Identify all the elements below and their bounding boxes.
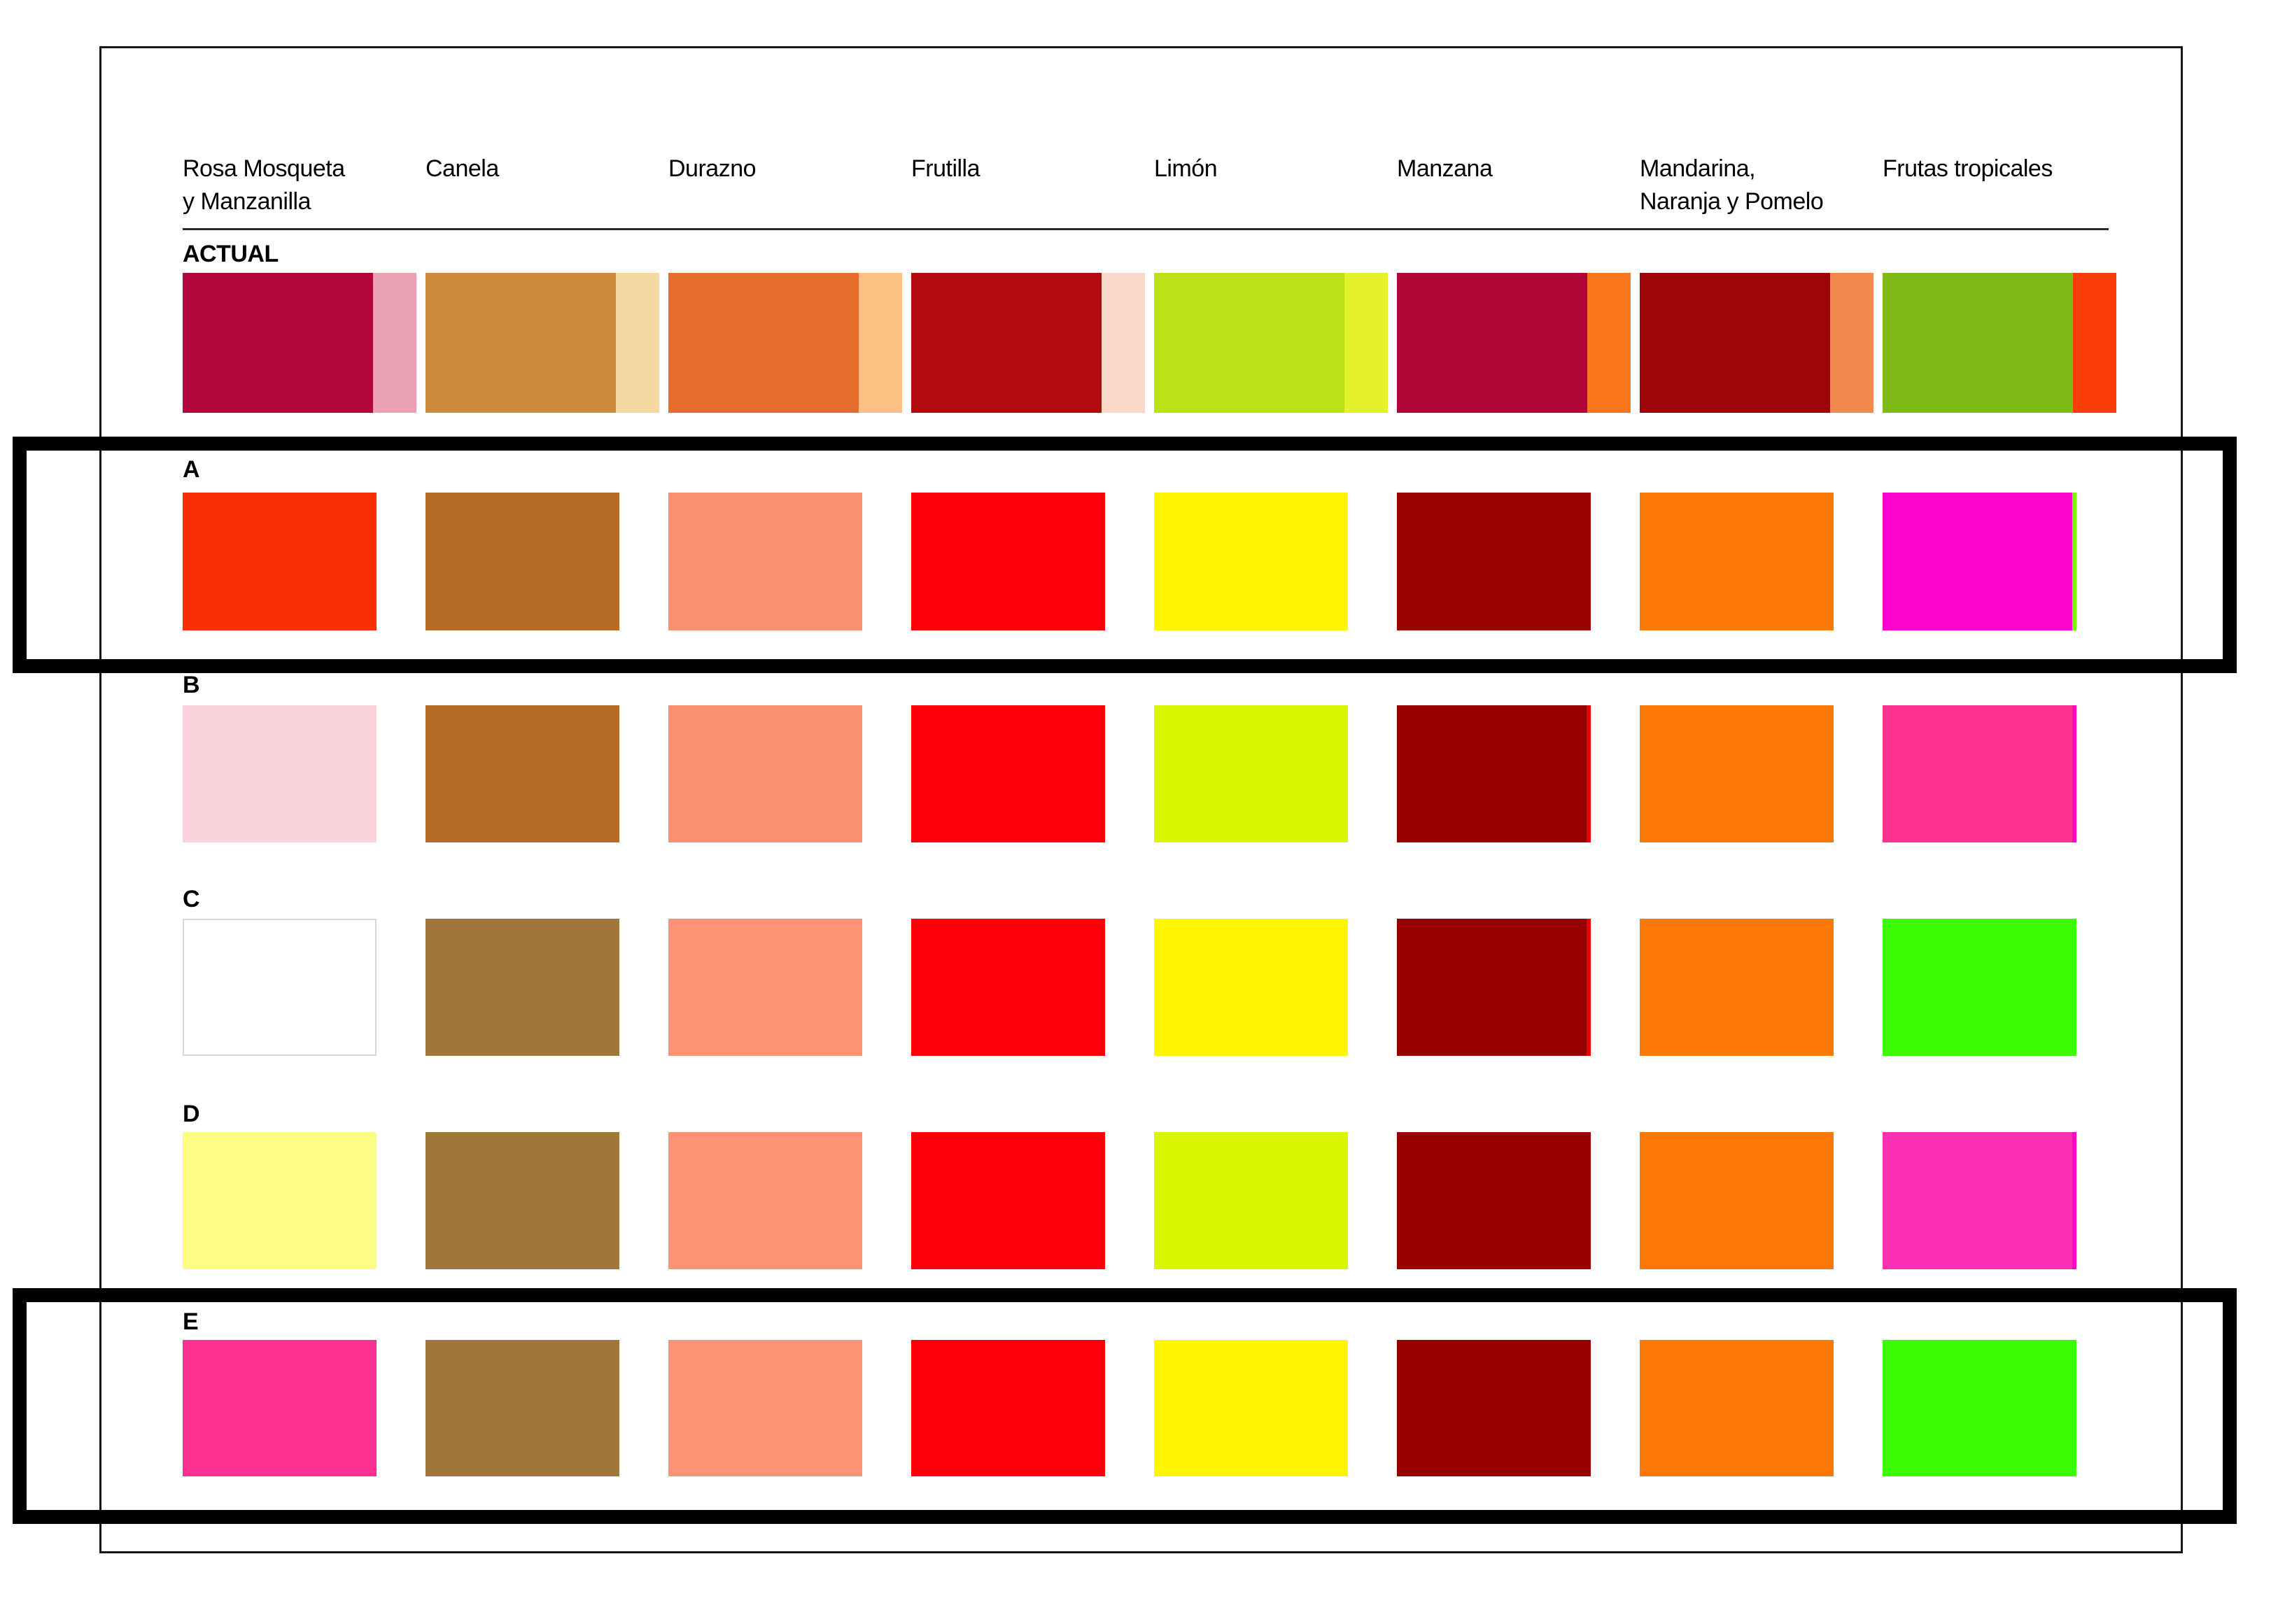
swatch-a-canela (426, 493, 619, 630)
swatch-actual-limon-main (1154, 273, 1344, 413)
swatch-actual-frutilla-main (911, 273, 1102, 413)
swatch-actual-canela-main (426, 273, 616, 413)
swatch-a-rosa-mosqueta (183, 493, 377, 630)
outer-border-box (99, 46, 2183, 1553)
swatch-a-frutas-tropicales (1883, 493, 2076, 630)
swatch-e-rosa-mosqueta (183, 1340, 377, 1476)
highlight-rect-row-a (13, 437, 2237, 673)
swatch-actual-canela-accent (616, 273, 659, 413)
swatch-b-manzana (1397, 705, 1591, 842)
column-header-manzana: Manzana (1397, 155, 1493, 182)
column-header-limon: Limón (1154, 155, 1218, 182)
header-rule (183, 228, 2109, 230)
swatch-e-durazno (668, 1340, 862, 1476)
swatch-e-frutas-tropicales (1883, 1340, 2076, 1476)
swatch-b-canela (426, 705, 619, 842)
swatch-d-frutas-tropicales (1883, 1132, 2076, 1269)
swatch-c-canela (426, 919, 619, 1056)
swatch-c-frutas-tropicales (1883, 919, 2076, 1056)
swatch-c-rosa-mosqueta (183, 919, 377, 1056)
column-header-frutilla: Frutilla (911, 155, 980, 182)
swatch-a-limon (1154, 493, 1348, 630)
swatch-b-frutas-tropicales (1883, 705, 2076, 842)
swatch-b-rosa-mosqueta (183, 705, 377, 842)
swatch-e-canela (426, 1340, 619, 1476)
swatch-e-limon (1154, 1340, 1348, 1476)
swatch-d-mandarina (1640, 1132, 1834, 1269)
row-label-a: A (183, 456, 200, 483)
swatch-e-manzana (1397, 1340, 1591, 1476)
swatch-actual-manzana-accent (1587, 273, 1631, 413)
swatch-b-mandarina (1640, 705, 1834, 842)
swatch-d-durazno (668, 1132, 862, 1269)
swatch-actual-durazno-accent (859, 273, 902, 413)
highlight-rect-row-e (13, 1288, 2237, 1524)
swatch-a-manzana (1397, 493, 1591, 630)
column-header-frutas-tropicales: Frutas tropicales (1883, 155, 2053, 182)
swatch-c-mandarina (1640, 919, 1834, 1056)
swatch-actual-limon-accent (1344, 273, 1388, 413)
swatch-actual-mandarina-main (1640, 273, 1830, 413)
swatch-c-frutilla (911, 919, 1105, 1056)
swatch-d-canela (426, 1132, 619, 1269)
swatch-d-rosa-mosqueta (183, 1132, 377, 1269)
swatch-actual-rosa-mosqueta-main (183, 273, 373, 413)
row-label-e: E (183, 1308, 199, 1335)
swatch-b-limon (1154, 705, 1348, 842)
swatch-e-mandarina (1640, 1340, 1834, 1476)
row-label-b: B (183, 672, 200, 698)
swatch-d-limon (1154, 1132, 1348, 1269)
column-header-canela: Canela (426, 155, 499, 182)
column-header-durazno: Durazno (668, 155, 757, 182)
swatch-c-manzana (1397, 919, 1591, 1056)
actual-section-label: ACTUAL (183, 241, 279, 267)
swatch-actual-frutas-tropicales-main (1883, 273, 2073, 413)
swatch-b-durazno (668, 705, 862, 842)
swatch-actual-rosa-mosqueta-accent (373, 273, 416, 413)
swatch-actual-mandarina-accent (1830, 273, 1873, 413)
swatch-a-durazno (668, 493, 862, 630)
swatch-c-limon (1154, 919, 1348, 1056)
swatch-d-manzana (1397, 1132, 1591, 1269)
swatch-d-frutilla (911, 1132, 1105, 1269)
swatch-actual-frutilla-accent (1102, 273, 1145, 413)
swatch-c-durazno (668, 919, 862, 1056)
swatch-e-frutilla (911, 1340, 1105, 1476)
swatch-actual-manzana-main (1397, 273, 1587, 413)
column-header-mandarina: Mandarina, Naranja y Pomelo (1640, 155, 1824, 215)
swatch-actual-frutas-tropicales-accent (2073, 273, 2116, 413)
row-label-d: D (183, 1101, 200, 1127)
swatch-a-frutilla (911, 493, 1105, 630)
swatch-a-mandarina (1640, 493, 1834, 630)
swatch-b-frutilla (911, 705, 1105, 842)
column-header-rosa-mosqueta: Rosa Mosqueta y Manzanilla (183, 155, 345, 215)
row-label-c: C (183, 886, 200, 912)
swatch-actual-durazno-main (668, 273, 859, 413)
